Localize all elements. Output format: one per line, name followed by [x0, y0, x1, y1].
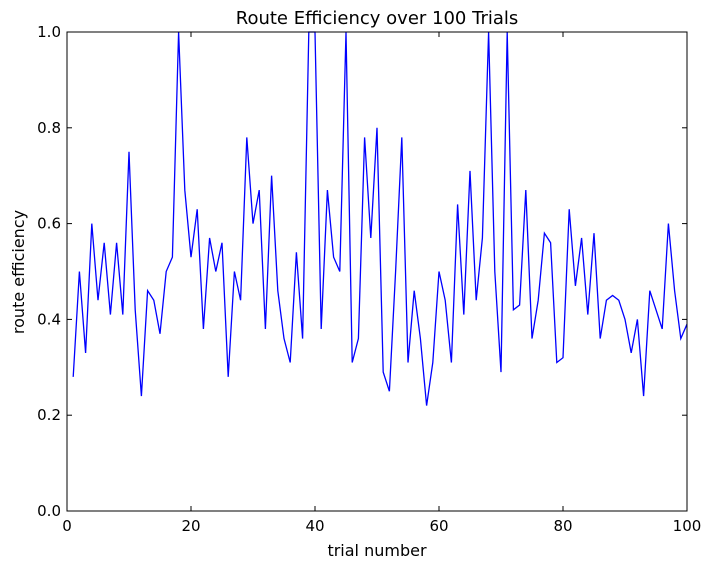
x-tick-label: 0 [62, 517, 72, 535]
y-tick-label: 0.4 [37, 310, 61, 328]
y-tick-label: 0.2 [37, 406, 61, 424]
plot-area-background [67, 32, 687, 511]
x-axis-label: trial number [327, 541, 427, 560]
x-tick-label: 60 [429, 517, 448, 535]
x-tick-label: 40 [305, 517, 324, 535]
x-tick-label: 100 [673, 517, 702, 535]
series-line [72, 31, 688, 406]
y-tick-label: 0.8 [37, 119, 61, 137]
y-tick-label: 0.0 [37, 502, 61, 520]
tick-labels: 0 20 40 60 80 100 0.0 0.2 0.4 0.6 0.8 1.0 [37, 23, 701, 535]
x-tick-label: 80 [553, 517, 572, 535]
plot-frame [66, 31, 688, 512]
y-tick-label: 0.6 [37, 215, 61, 233]
chart-title: Route Efficiency over 100 Trials [236, 8, 519, 29]
y-tick-label: 1.0 [37, 23, 61, 41]
y-axis-label: route efficiency [9, 210, 28, 334]
x-tick-label: 20 [181, 517, 200, 535]
